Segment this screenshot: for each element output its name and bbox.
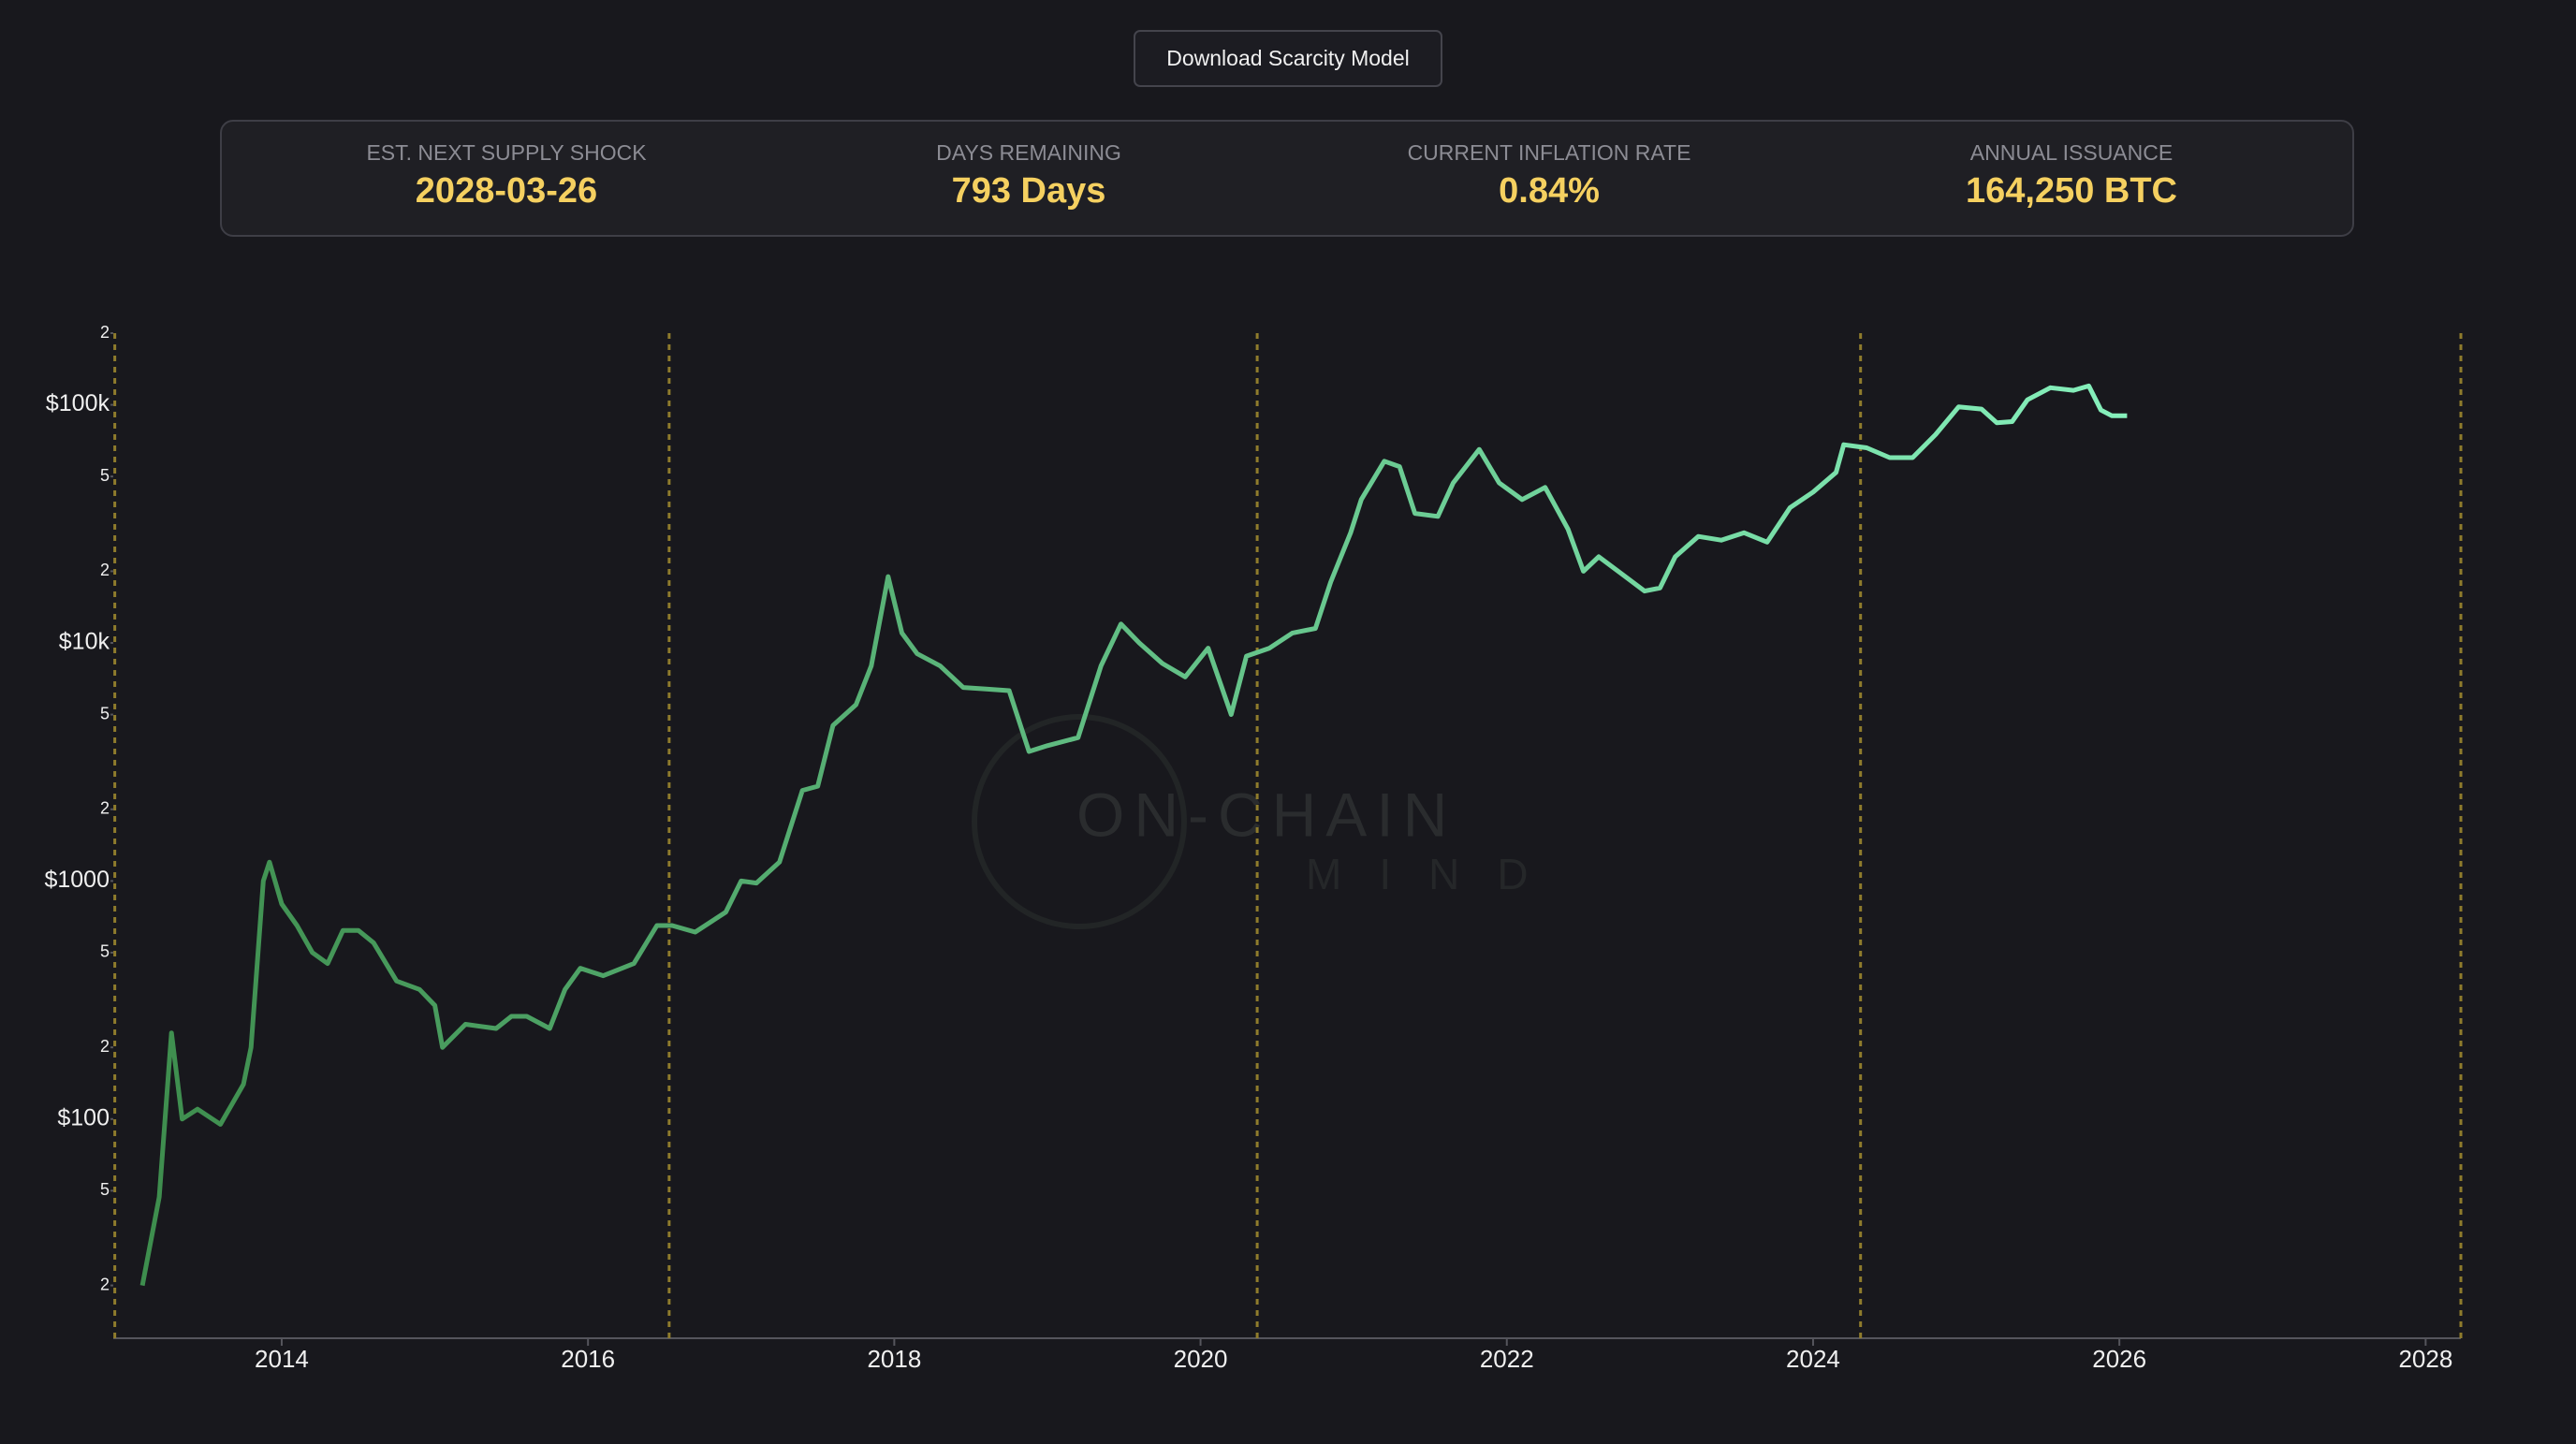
y-tick-label: 5 xyxy=(100,466,110,485)
stat-label: ANNUAL ISSUANCE xyxy=(1969,140,2174,165)
x-tick-label: 2014 xyxy=(255,1345,309,1373)
stat-label: DAYS REMAINING xyxy=(936,140,1121,165)
stat-value: 164,250 BTC xyxy=(1965,171,2177,211)
y-tick-label: 5 xyxy=(100,1180,110,1199)
watermark: MIND xyxy=(1306,850,1566,898)
y-tick-label: $100 xyxy=(57,1104,110,1130)
x-tick-label: 2028 xyxy=(2398,1345,2452,1373)
x-tick-label: 2016 xyxy=(561,1345,615,1373)
stat: CURRENT INFLATION RATE 0.84% xyxy=(1315,122,1783,211)
y-tick-label: $1000 xyxy=(44,867,110,893)
watermark-logo xyxy=(972,714,1187,929)
y-tick-label: $10k xyxy=(59,629,110,655)
y-tick-label: 5 xyxy=(100,942,110,961)
y-tick-label: 2 xyxy=(100,1037,110,1056)
y-tick-label: 2 xyxy=(100,561,110,579)
x-tick-label: 2026 xyxy=(2092,1345,2146,1373)
x-tick-label: 2018 xyxy=(867,1345,921,1373)
stats-panel: EST. NEXT SUPPLY SHOCK 2028-03-26 DAYS RE… xyxy=(220,120,2354,237)
y-tick-label: 2 xyxy=(100,323,110,342)
x-tick-label: 2020 xyxy=(1174,1345,1228,1373)
stat-label: EST. NEXT SUPPLY SHOCK xyxy=(366,140,647,165)
stat-value: 0.84% xyxy=(1499,171,1600,211)
stat: EST. NEXT SUPPLY SHOCK 2028-03-26 xyxy=(272,122,740,211)
stat: DAYS REMAINING 793 Days xyxy=(795,122,1263,211)
stat-label: CURRENT INFLATION RATE xyxy=(1407,140,1691,165)
y-tick-label: 5 xyxy=(100,704,110,722)
download-button[interactable]: Download Scarcity Model xyxy=(1134,30,1442,87)
stat: ANNUAL ISSUANCE 164,250 BTC xyxy=(1837,122,2305,211)
x-tick-label: 2022 xyxy=(1480,1345,1534,1373)
y-tick-label: $100k xyxy=(46,390,110,416)
stat-value: 793 Days xyxy=(951,171,1106,211)
stat-value: 2028-03-26 xyxy=(415,171,598,211)
x-tick-label: 2024 xyxy=(1786,1345,1840,1373)
y-tick-label: 2 xyxy=(100,799,110,818)
price-line xyxy=(139,383,2128,1287)
watermark: ON-CHAIN xyxy=(1076,780,1456,849)
y-tick-label: 2 xyxy=(100,1275,110,1293)
